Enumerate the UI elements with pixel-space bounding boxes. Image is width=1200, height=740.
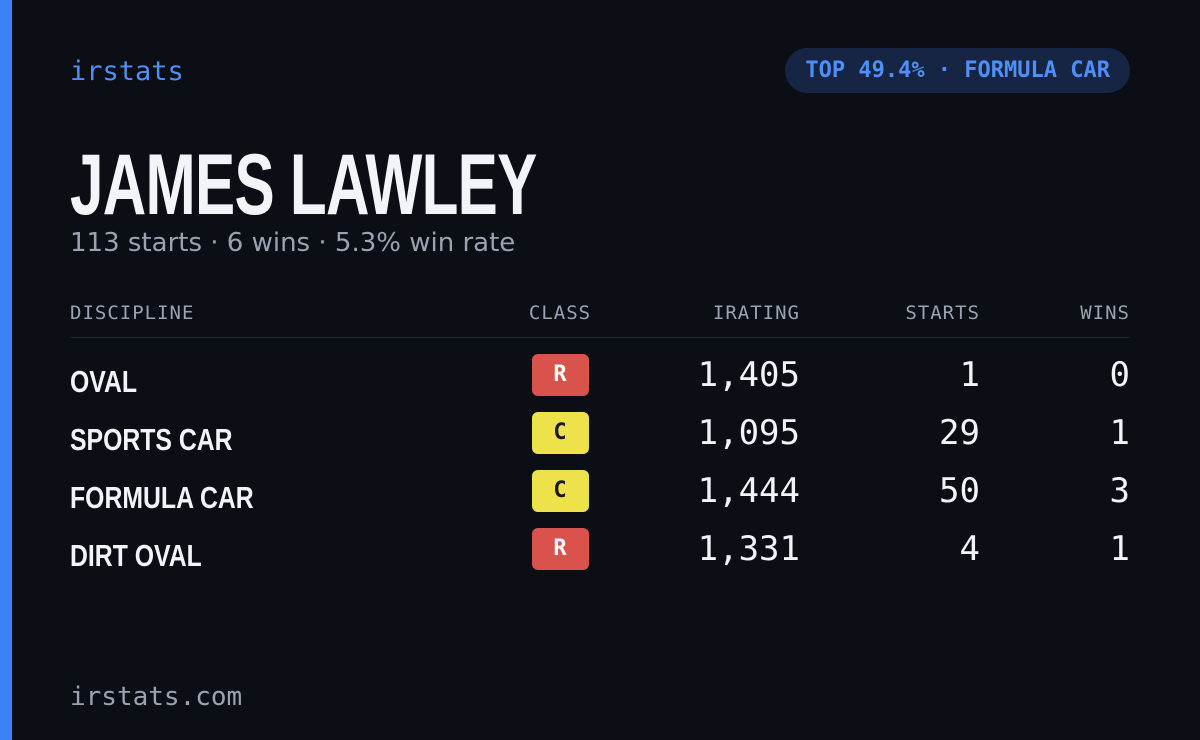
brand: irstats [70,56,184,87]
discipline: SPORTS CAR [70,422,233,457]
wins: 1 [1109,413,1130,453]
irating: 1,405 [697,355,800,395]
divider [70,337,1130,338]
column-header: IRATING [712,302,800,324]
accent-bar [0,0,12,740]
class-badge: R [531,354,589,396]
column-header: WINS [1080,302,1130,324]
starts: 1 [959,355,980,395]
wins: 3 [1109,471,1130,511]
summary: 113 starts · 6 wins · 5.3% win rate [70,228,516,258]
class-badge: C [531,412,589,454]
column-header: STARTS [905,302,980,324]
irating: 1,095 [697,413,800,453]
class-badge: C [531,470,589,512]
irating: 1,331 [697,529,800,569]
starts: 4 [959,529,980,569]
discipline: DIRT OVAL [70,538,202,573]
column-header: CLASS [528,302,592,324]
percentile-badge: TOP 49.4% · FORMULA CAR [785,48,1130,93]
driver-name: JAMES LAWLEY [70,137,537,233]
column-header: DISCIPLINE [70,302,195,324]
class-badge: R [531,528,589,570]
starts: 50 [939,471,980,511]
wins: 1 [1109,529,1130,569]
irating: 1,444 [697,471,800,511]
starts: 29 [939,413,980,453]
footer: irstats.com [70,682,243,712]
discipline: FORMULA CAR [70,480,254,515]
discipline: OVAL [70,364,138,399]
wins: 0 [1109,355,1130,395]
